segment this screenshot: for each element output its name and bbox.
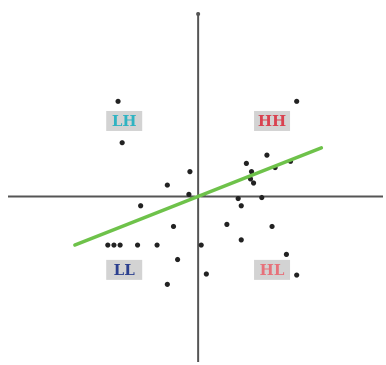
data-point bbox=[269, 223, 275, 230]
quadrant-label-hl: HL bbox=[260, 261, 285, 279]
data-point bbox=[283, 251, 290, 257]
quadrant-label-hh: HH bbox=[258, 112, 286, 130]
data-point bbox=[170, 223, 177, 230]
data-point bbox=[250, 180, 257, 186]
data-point bbox=[186, 191, 192, 197]
quadrant-label-box-lh bbox=[106, 110, 143, 131]
y-axis-arrow-tip bbox=[196, 12, 201, 16]
data-point bbox=[164, 281, 170, 287]
data-point bbox=[294, 98, 300, 104]
data-point bbox=[248, 169, 255, 175]
data-point bbox=[117, 242, 123, 248]
data-point bbox=[187, 169, 193, 175]
quadrant-label-lh: LH bbox=[112, 112, 137, 130]
data-point bbox=[259, 194, 265, 201]
regression-line-group bbox=[73, 146, 324, 247]
data-point bbox=[198, 242, 204, 248]
data-point bbox=[138, 203, 144, 209]
data-point bbox=[164, 182, 170, 188]
data-point bbox=[238, 237, 244, 243]
quadrant-label-box-ll bbox=[106, 259, 143, 280]
data-point bbox=[175, 256, 181, 263]
data-point bbox=[224, 221, 230, 227]
data-point bbox=[119, 140, 125, 146]
quadrant-label-box-hh bbox=[254, 110, 291, 131]
data-point bbox=[264, 152, 270, 158]
quadrant-labels: LH HH LL HL bbox=[106, 110, 291, 280]
quadrant-label-ll: LL bbox=[114, 261, 136, 279]
data-point bbox=[105, 242, 111, 248]
data-point bbox=[154, 242, 160, 248]
axes bbox=[8, 12, 383, 362]
data-point bbox=[235, 195, 241, 202]
data-point bbox=[294, 272, 300, 278]
data-point bbox=[115, 98, 121, 104]
data-point bbox=[203, 271, 209, 277]
quadrant-label-box-hl bbox=[254, 259, 291, 280]
data-point bbox=[134, 242, 141, 248]
data-point bbox=[111, 242, 117, 248]
data-point bbox=[238, 203, 244, 209]
data-point bbox=[243, 160, 249, 166]
regression-line bbox=[73, 146, 324, 247]
